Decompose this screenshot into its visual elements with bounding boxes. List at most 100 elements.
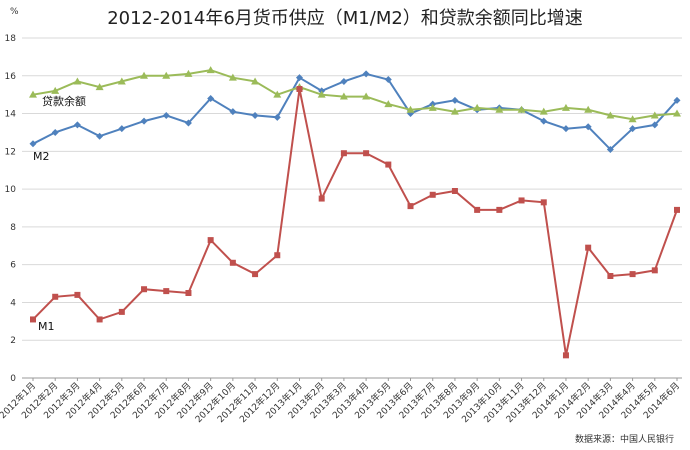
m1-point — [363, 150, 370, 157]
m1-point — [629, 271, 636, 278]
m1-point — [52, 293, 59, 300]
y-tick-label: 14 — [5, 110, 17, 120]
loan-balance-point — [206, 66, 215, 74]
m1-point — [96, 316, 103, 323]
m2-point — [384, 76, 392, 84]
loan-balance-point — [251, 77, 260, 85]
m2-series-label: M2 — [33, 150, 50, 163]
loan-balance-point — [606, 111, 615, 119]
loan-balance-series-line — [32, 69, 678, 121]
loan-balance-point — [628, 115, 637, 123]
m1-point — [518, 197, 525, 204]
m1-point — [274, 252, 281, 259]
m1-point — [674, 206, 680, 213]
data-source-note: 数据来源：中国人民银行 — [575, 433, 674, 445]
m1-point — [496, 206, 503, 213]
chart-title: 2012-2014年6月货币供应（M1/M2）和贷款余额同比增速 — [107, 8, 583, 29]
loan-balance-point — [517, 105, 526, 113]
m1-point — [429, 191, 436, 198]
loan-balance-point — [51, 86, 60, 94]
m2-point — [251, 111, 259, 119]
m2-point — [340, 77, 348, 85]
m2-point — [562, 125, 570, 133]
loan-balance-point — [428, 103, 437, 111]
loan-balance-point — [539, 107, 548, 115]
m2-point — [207, 94, 215, 102]
loan-balance-point — [561, 103, 570, 111]
loan-balance-point — [184, 69, 193, 77]
y-tick-label: 4 — [10, 298, 16, 308]
loan-balance-point — [162, 71, 171, 79]
m2-point — [540, 117, 548, 125]
loan-balance-point — [29, 90, 37, 98]
loan-balance-point — [228, 73, 237, 81]
m1-series-line — [32, 88, 678, 356]
y-tick-label: 16 — [5, 72, 17, 82]
m2-point — [162, 111, 170, 119]
m1-point — [585, 244, 592, 251]
m2-point — [184, 119, 192, 127]
m2-point — [140, 117, 148, 125]
m1-point — [163, 288, 170, 295]
m1-point — [74, 291, 81, 298]
m1-point — [385, 161, 392, 168]
loan-balance-point — [73, 77, 82, 85]
m1-point — [118, 308, 125, 315]
m1-point — [540, 199, 547, 206]
m2-point — [29, 140, 37, 148]
m1-point — [296, 86, 303, 92]
m2-point — [96, 132, 104, 140]
m2-point — [629, 125, 637, 133]
m1-point — [562, 352, 569, 359]
m1-point — [651, 267, 658, 274]
m2-point — [651, 121, 659, 129]
loan-balance-series-label: 贷款余额 — [42, 94, 86, 108]
m2-point — [362, 70, 370, 78]
loan-balance-point — [362, 92, 371, 100]
m1-point — [451, 188, 458, 194]
loan-balance-point — [650, 111, 659, 119]
y-tick-label: 6 — [10, 261, 16, 271]
m1-point — [340, 150, 347, 157]
m1-series-label: M1 — [38, 320, 55, 333]
loan-balance-point — [495, 105, 504, 113]
loan-balance-point — [473, 103, 482, 111]
y-tick-label: 12 — [5, 147, 16, 157]
m2-point — [451, 96, 459, 104]
m2-point — [229, 108, 237, 116]
y-tick-label: 2 — [10, 336, 16, 346]
loan-balance-point — [95, 83, 104, 91]
m2-point — [295, 74, 303, 82]
y-tick-label: 18 — [5, 34, 17, 44]
m1-point — [607, 273, 614, 279]
m2-point — [606, 145, 614, 153]
m1-point — [252, 271, 259, 278]
m2-point — [673, 96, 681, 104]
loan-balance-point — [584, 105, 593, 113]
y-tick-label: 8 — [10, 223, 16, 233]
loan-balance-point — [117, 77, 126, 85]
m2-point — [273, 113, 281, 121]
loan-balance-point — [140, 71, 149, 79]
m1-point — [407, 203, 414, 210]
m1-point — [207, 237, 214, 244]
loan-balance-point — [384, 100, 393, 108]
loan-balance-point — [406, 105, 415, 113]
loan-balance-point — [450, 107, 459, 115]
loan-balance-point — [339, 92, 348, 100]
loan-balance-point — [673, 109, 681, 117]
m1-point — [185, 290, 192, 296]
y-tick-label: 10 — [5, 185, 17, 195]
m2-point — [73, 121, 81, 129]
m1-point — [30, 316, 36, 323]
y-axis-unit: % — [10, 7, 19, 17]
m1-point — [474, 206, 481, 213]
y-tick-label: 0 — [10, 374, 16, 384]
m1-point — [141, 286, 148, 293]
m2-point — [584, 123, 592, 131]
m2-series-line — [32, 72, 678, 151]
m2-point — [51, 128, 59, 136]
loan-balance-point — [317, 90, 326, 98]
